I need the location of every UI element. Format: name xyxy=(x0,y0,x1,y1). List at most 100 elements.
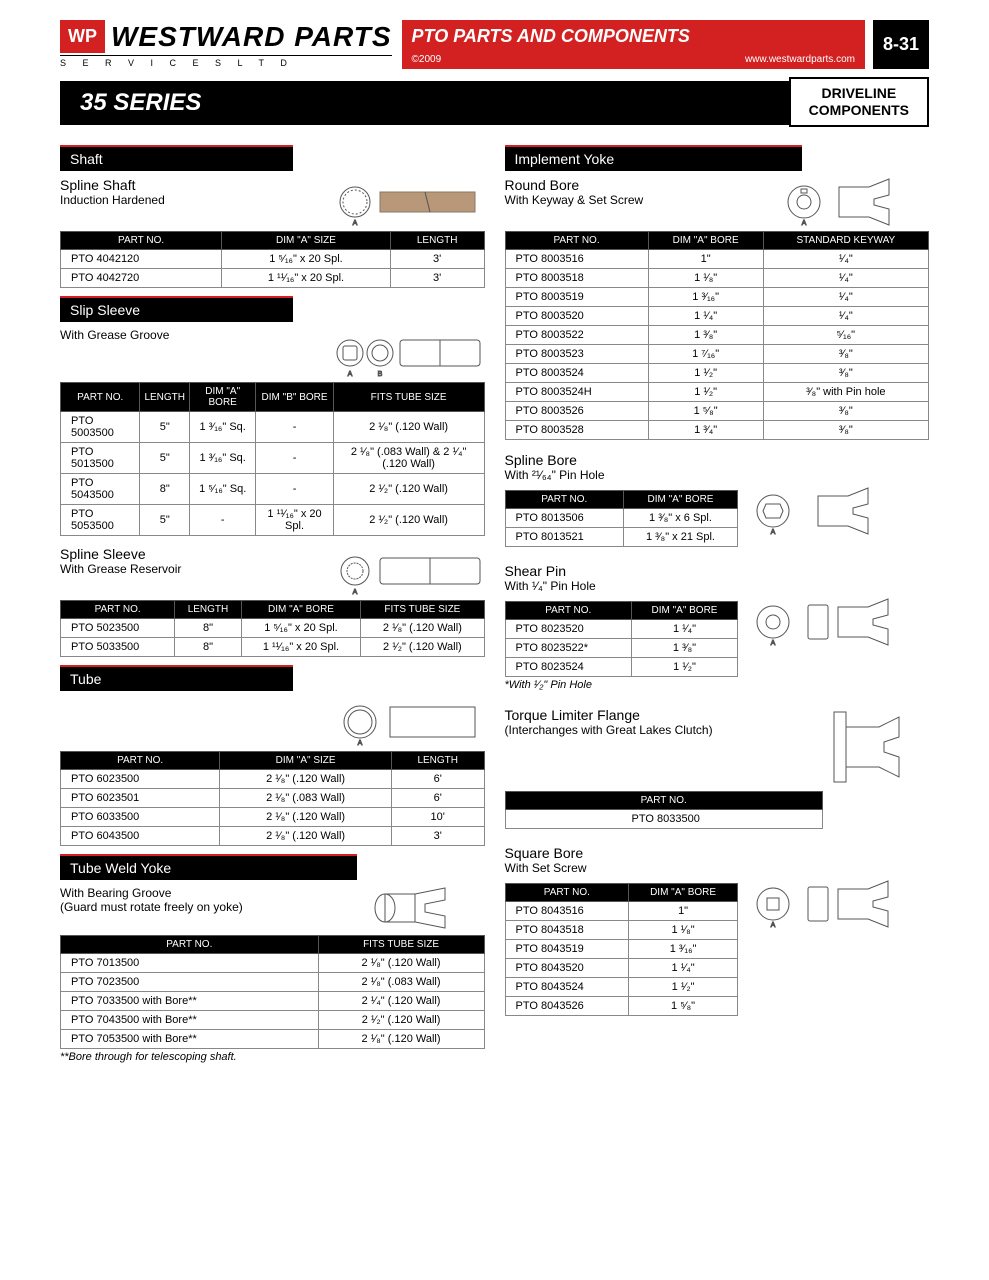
tube-weld-yoke-diagram-icon xyxy=(365,886,485,931)
table-header: LENGTH xyxy=(390,232,484,250)
table-row: PTO 60235002 ¹⁄₈" (.120 Wall)6' xyxy=(61,770,485,789)
svg-text:A: A xyxy=(357,740,362,747)
table-cell: 1 ³⁄₁₆" xyxy=(648,288,763,307)
table-cell: PTO 8043518 xyxy=(505,921,629,940)
table-row: PTO 8003524H1 ¹⁄₂"³⁄₈" with Pin hole xyxy=(505,383,929,402)
logo: WP WESTWARD PARTS S E R V I C E S L T D xyxy=(60,20,392,69)
table-cell: PTO 5043500 xyxy=(61,474,140,505)
round-bore-diagram-icon: A xyxy=(779,177,929,227)
twy-footnote: **Bore through for telescoping shaft. xyxy=(60,1051,485,1063)
table-row: PTO 80435201 ¹⁄₄" xyxy=(505,959,737,978)
spline-sleeve-diagram-icon: A xyxy=(335,546,485,596)
table-cell: 8" xyxy=(175,619,241,638)
table-cell: PTO 8003518 xyxy=(505,269,648,288)
table-cell: 3' xyxy=(390,250,484,269)
table-row: PTO 80035181 ¹⁄₈"¹⁄₄" xyxy=(505,269,929,288)
table-cell: PTO 8043526 xyxy=(505,997,629,1016)
table-cell: 1 ⁵⁄₈" xyxy=(629,997,738,1016)
table-cell: PTO 8043520 xyxy=(505,959,629,978)
table-cell: 1 ³⁄₈" x 21 Spl. xyxy=(624,528,738,547)
implement-yoke-section-bar: Implement Yoke xyxy=(505,145,802,171)
table-cell: ³⁄₈" xyxy=(763,421,928,440)
table-row: PTO 80035261 ⁵⁄₈"³⁄₈" xyxy=(505,402,929,421)
table-header: PART NO. xyxy=(61,601,175,619)
table-header: PART NO. xyxy=(61,936,319,954)
table-cell: - xyxy=(256,412,333,443)
table-cell: PTO 8003524H xyxy=(505,383,648,402)
table-cell: PTO 5013500 xyxy=(61,443,140,474)
table-row: PTO 50535005"-1 ¹¹⁄₁₆" x 20 Spl.2 ¹⁄₂" (… xyxy=(61,505,485,536)
table-cell: PTO 8003520 xyxy=(505,307,648,326)
table-cell: PTO 7053500 with Bore** xyxy=(61,1030,319,1049)
slip-sleeve-diagram-icon: AB xyxy=(335,328,485,378)
table-cell: PTO 8003523 xyxy=(505,345,648,364)
table-cell: ³⁄₈" with Pin hole xyxy=(763,383,928,402)
table-cell: 1 ¹⁄₂" xyxy=(632,658,738,677)
logo-subtitle: S E R V I C E S L T D xyxy=(60,55,392,68)
table-cell: PTO 6023501 xyxy=(61,789,220,808)
slip-sleeve-desc: With Grease Groove xyxy=(60,328,169,342)
table-cell: 1 ⁵⁄₈" xyxy=(648,402,763,421)
svg-text:A: A xyxy=(352,589,357,596)
table-row: PTO 80235241 ¹⁄₂" xyxy=(505,658,737,677)
square-bore-diagram-icon: A xyxy=(748,879,918,929)
table-cell: 2 ¹⁄₈" (.120 Wall) xyxy=(361,619,484,638)
table-cell: PTO 8003526 xyxy=(505,402,648,421)
table-row: PTO 60235012 ¹⁄₈" (.083 Wall)6' xyxy=(61,789,485,808)
page-header: WP WESTWARD PARTS S E R V I C E S L T D … xyxy=(60,20,929,69)
table-header: DIM "A" BORE xyxy=(624,491,738,509)
table-cell: 1 ³⁄₁₆" Sq. xyxy=(190,443,256,474)
table-cell: 1 ¹⁄₂" xyxy=(648,364,763,383)
table-cell: 1 ³⁄₈" x 6 Spl. xyxy=(624,509,738,528)
shear-pin-table: PART NO.DIM "A" BOREPTO 80235201 ¹⁄₄"PTO… xyxy=(505,601,738,677)
table-header: DIM "A" SIZE xyxy=(220,752,392,770)
table-cell: 1 ⁷⁄₁₆" xyxy=(648,345,763,364)
table-row: PTO 8023522*1 ³⁄₈" xyxy=(505,639,737,658)
table-cell: 2 ¹⁄₈" (.083 Wall) xyxy=(220,789,392,808)
table-cell: PTO 7043500 with Bore** xyxy=(61,1011,319,1030)
site-url: www.westwardparts.com xyxy=(745,54,855,65)
title-bar: PTO PARTS AND COMPONENTS ©2009 www.westw… xyxy=(402,20,865,69)
table-cell: PTO 8003516 xyxy=(505,250,648,269)
table-cell: 1 ³⁄₄" xyxy=(648,421,763,440)
table-cell: ¹⁄₄" xyxy=(763,269,928,288)
table-row: PTO 80035161"¹⁄₄" xyxy=(505,250,929,269)
table-row: PTO 50335008"1 ¹¹⁄₁₆" x 20 Spl.2 ¹⁄₂" (.… xyxy=(61,638,485,657)
table-cell: 10' xyxy=(391,808,484,827)
table-cell: 2 ¹⁄₄" (.120 Wall) xyxy=(318,992,484,1011)
table-cell: ³⁄₈" xyxy=(763,345,928,364)
shaft-diagram-icon: A xyxy=(335,177,485,227)
table-cell: PTO 8003522 xyxy=(505,326,648,345)
table-row: PTO 7043500 with Bore**2 ¹⁄₂" (.120 Wall… xyxy=(61,1011,485,1030)
table-cell: 1 ¹⁄₂" xyxy=(648,383,763,402)
table-cell: 2 ¹⁄₂" (.120 Wall) xyxy=(361,638,484,657)
table-header: LENGTH xyxy=(391,752,484,770)
table-cell: 2 ¹⁄₈" (.083 Wall) & 2 ¹⁄₄" (.120 Wall) xyxy=(333,443,484,474)
table-cell: ¹⁄₄" xyxy=(763,250,928,269)
svg-text:A: A xyxy=(771,922,776,929)
table-cell: PTO 8003519 xyxy=(505,288,648,307)
table-row: PTO 70235002 ¹⁄₈" (.083 Wall) xyxy=(61,973,485,992)
table-header: FITS TUBE SIZE xyxy=(333,383,484,412)
svg-text:A: A xyxy=(352,220,357,227)
table-cell: 1 ¹¹⁄₁₆" x 20 Spl. xyxy=(241,638,361,657)
spline-sleeve-title: Spline Sleeve xyxy=(60,546,181,562)
table-cell: 2 ¹⁄₂" (.120 Wall) xyxy=(333,474,484,505)
table-cell: 1 ³⁄₈" xyxy=(648,326,763,345)
tube-diagram-icon: A xyxy=(335,697,485,747)
torque-limiter-title: Torque Limiter Flange xyxy=(505,707,713,723)
torque-limiter-diagram-icon xyxy=(829,707,929,787)
table-cell: PTO 5023500 xyxy=(61,619,175,638)
table-cell: 1 ¹⁄₄" xyxy=(629,959,738,978)
table-row: PTO 50035005"1 ³⁄₁₆" Sq.-2 ¹⁄₈" (.120 Wa… xyxy=(61,412,485,443)
table-row: PTO 80435161" xyxy=(505,902,737,921)
table-header: FITS TUBE SIZE xyxy=(361,601,484,619)
twy-desc-1: With Bearing Groove xyxy=(60,886,243,900)
table-cell: 1 ³⁄₁₆" xyxy=(629,940,738,959)
tube-weld-yoke-table: PART NO.FITS TUBE SIZEPTO 70135002 ¹⁄₈" … xyxy=(60,935,485,1049)
table-row: PTO 80435181 ¹⁄₈" xyxy=(505,921,737,940)
copyright: ©2009 xyxy=(412,54,442,65)
table-cell: 6' xyxy=(391,789,484,808)
table-cell: ¹⁄₄" xyxy=(763,288,928,307)
table-row: PTO 80035221 ³⁄₈"⁵⁄₁₆" xyxy=(505,326,929,345)
